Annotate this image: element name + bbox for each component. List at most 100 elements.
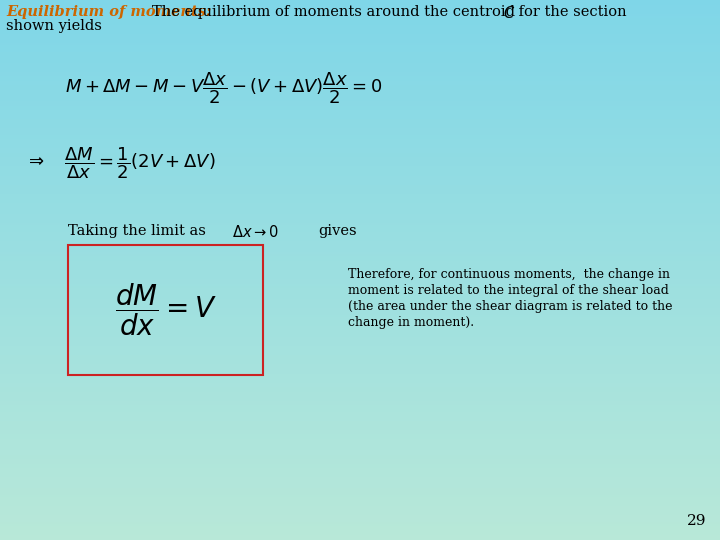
Bar — [0, 0, 720, 2]
Bar — [0, 104, 720, 106]
Bar — [0, 85, 720, 86]
Bar — [0, 470, 720, 471]
Bar — [0, 153, 720, 155]
Bar — [0, 66, 720, 69]
Bar — [0, 508, 720, 509]
Bar — [0, 468, 720, 470]
Bar — [0, 389, 720, 390]
Bar — [0, 250, 720, 252]
Bar — [0, 417, 720, 420]
Text: (the area under the shear diagram is related to the: (the area under the shear diagram is rel… — [348, 300, 672, 313]
Bar — [0, 239, 720, 241]
Bar — [0, 373, 720, 374]
Text: The equilibrium of moments around the centroid: The equilibrium of moments around the ce… — [152, 5, 520, 19]
Bar — [0, 356, 720, 358]
Bar — [0, 131, 720, 133]
Bar — [0, 180, 720, 182]
Bar — [0, 204, 720, 205]
Bar — [0, 93, 720, 96]
Bar — [0, 448, 720, 450]
Bar — [0, 231, 720, 232]
Bar — [0, 227, 720, 228]
Bar — [0, 258, 720, 259]
Bar — [0, 157, 720, 158]
Bar — [0, 414, 720, 416]
Bar — [0, 205, 720, 207]
Bar — [0, 191, 720, 193]
Bar — [0, 147, 720, 150]
Bar — [0, 504, 720, 506]
Bar — [0, 498, 720, 501]
Bar — [0, 518, 720, 520]
Text: for the section: for the section — [514, 5, 626, 19]
Bar — [0, 405, 720, 407]
Bar — [0, 167, 720, 169]
Bar — [0, 185, 720, 187]
Text: $\Delta x \rightarrow 0$: $\Delta x \rightarrow 0$ — [232, 224, 279, 240]
Bar — [0, 293, 720, 295]
Bar — [0, 288, 720, 290]
Bar — [0, 281, 720, 282]
Bar — [0, 194, 720, 196]
Bar — [0, 444, 720, 447]
Bar — [0, 162, 720, 164]
Bar — [0, 120, 720, 123]
Bar — [0, 309, 720, 312]
Bar — [0, 427, 720, 428]
Bar — [0, 420, 720, 421]
Text: change in moment).: change in moment). — [348, 316, 474, 329]
Bar — [0, 2, 720, 4]
Bar — [0, 336, 720, 339]
Bar — [0, 81, 720, 83]
Bar — [0, 70, 720, 72]
Bar — [0, 362, 720, 363]
Bar — [0, 247, 720, 248]
Bar — [0, 486, 720, 488]
Bar — [0, 130, 720, 131]
Bar — [0, 351, 720, 353]
Bar — [0, 382, 720, 383]
Bar — [0, 270, 720, 272]
Bar — [0, 214, 720, 216]
Bar — [0, 353, 720, 355]
Bar — [0, 119, 720, 120]
Bar — [0, 513, 720, 515]
Bar — [0, 295, 720, 297]
Bar — [0, 474, 720, 475]
Bar — [0, 255, 720, 258]
Bar — [0, 221, 720, 223]
Bar — [0, 538, 720, 540]
Bar — [0, 23, 720, 25]
Bar — [0, 11, 720, 12]
Text: gives: gives — [318, 224, 356, 238]
Bar — [0, 439, 720, 441]
Bar — [0, 126, 720, 128]
Bar — [0, 56, 720, 58]
Bar — [0, 367, 720, 369]
Bar — [0, 315, 720, 317]
Bar — [0, 369, 720, 371]
Bar — [0, 112, 720, 113]
Bar — [0, 241, 720, 243]
Bar — [0, 7, 720, 9]
Bar — [0, 423, 720, 425]
Bar — [0, 329, 720, 331]
Bar — [0, 225, 720, 227]
Bar — [0, 133, 720, 135]
Bar — [0, 18, 720, 20]
Bar — [0, 20, 720, 22]
Bar — [0, 193, 720, 194]
Bar — [0, 187, 720, 189]
Bar — [0, 45, 720, 47]
Text: Taking the limit as: Taking the limit as — [68, 224, 206, 238]
Bar — [0, 76, 720, 77]
Bar — [0, 529, 720, 531]
Bar — [0, 437, 720, 439]
Bar — [0, 96, 720, 97]
Bar — [0, 196, 720, 198]
Bar — [0, 238, 720, 239]
Text: $\Rightarrow \quad \dfrac{\Delta M}{\Delta x} = \dfrac{1}{2}(2V + \Delta V)$: $\Rightarrow \quad \dfrac{\Delta M}{\Del… — [25, 145, 215, 181]
Bar — [0, 407, 720, 409]
Bar — [0, 236, 720, 238]
Bar — [0, 151, 720, 153]
